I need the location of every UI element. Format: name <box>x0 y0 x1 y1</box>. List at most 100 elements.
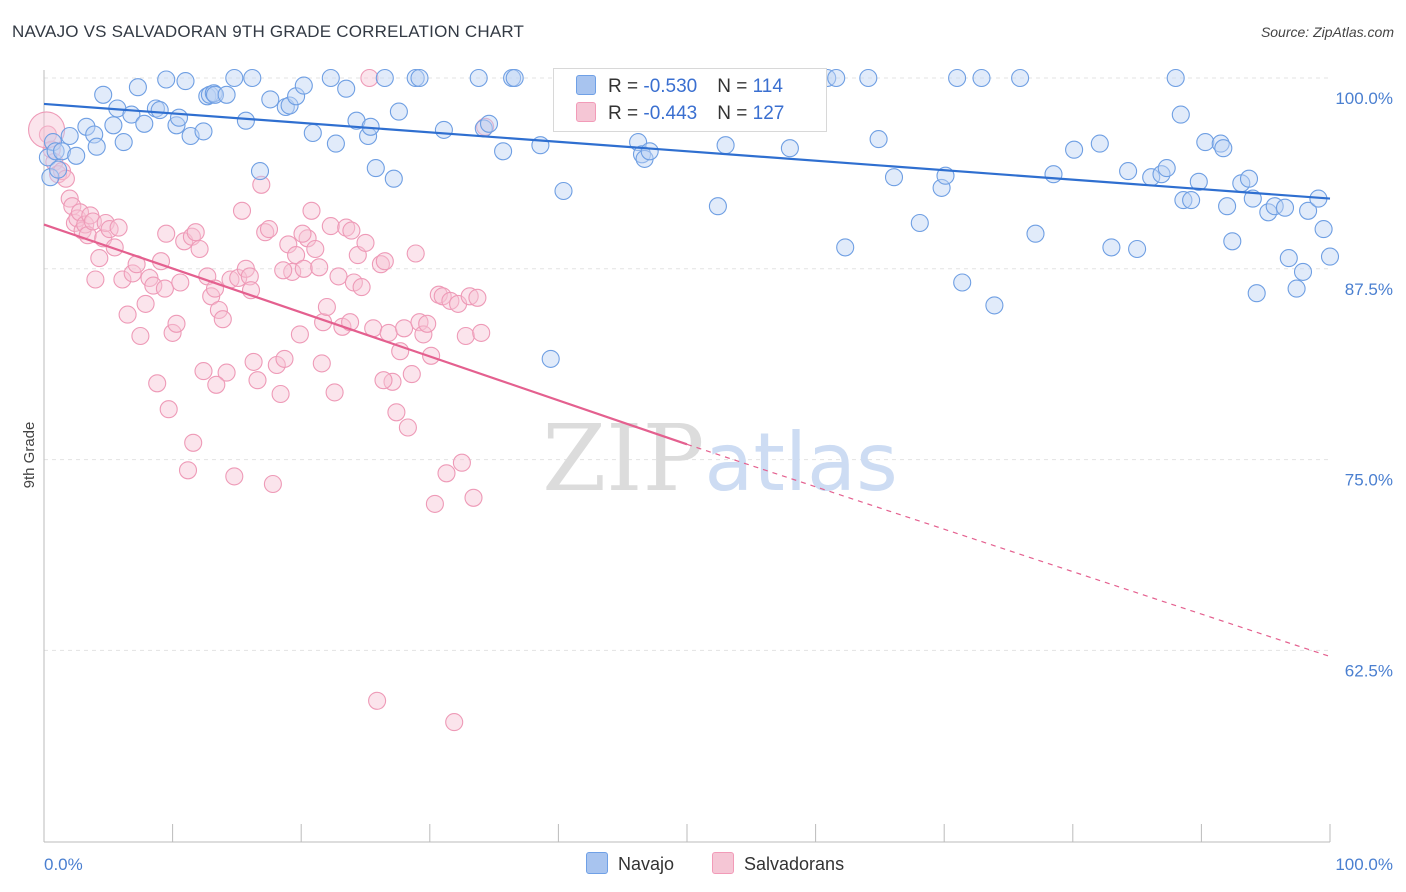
salvadorans-point <box>342 221 361 240</box>
salvadorans-point <box>213 310 232 329</box>
salvadorans-point <box>209 300 228 320</box>
navajo-point <box>67 146 86 165</box>
salvadorans-point <box>360 68 379 88</box>
y-tick-labels: 62.5% 75.0% 87.5% 100.0% <box>1335 89 1393 680</box>
navajo-point <box>640 142 659 161</box>
salvadorans-point <box>464 488 483 507</box>
legend-r-value: -0.530 <box>643 76 698 97</box>
salvadoran-trend-line <box>43 223 688 446</box>
navajo-point <box>49 160 68 179</box>
navajo-point <box>303 123 322 143</box>
navajo-point <box>1214 139 1233 158</box>
navajo-point <box>953 273 972 292</box>
salvadorans-point <box>186 223 205 242</box>
salvadorans-point <box>56 169 75 188</box>
salvadorans-point <box>352 278 371 297</box>
legend-r-label: R = <box>608 103 644 124</box>
navajo-point <box>1174 191 1193 210</box>
salvadorans-point <box>321 217 340 236</box>
navajo-point <box>1218 197 1237 216</box>
navajo-point <box>1065 140 1084 159</box>
navajo-point <box>1182 191 1201 210</box>
navajo-legend-label: Navajo <box>618 854 675 874</box>
salvadorans-point <box>445 713 464 732</box>
navajo-point <box>128 78 147 97</box>
salvadorans-point <box>244 352 263 371</box>
navajo-point <box>1320 247 1340 266</box>
salvadorans-point <box>387 403 406 422</box>
salvadorans-point <box>325 383 344 402</box>
axes <box>43 70 1331 843</box>
legend-r-value: -0.443 <box>643 103 698 124</box>
salvadoran-legend-label: Salvadorans <box>744 854 845 874</box>
salvadorans-point <box>302 201 321 220</box>
salvadorans-point <box>178 461 198 480</box>
navajo-point <box>104 116 123 135</box>
salvadorans-point <box>452 453 471 472</box>
salvadorans-point <box>118 305 137 324</box>
navajo-point <box>41 168 60 187</box>
navajo-point <box>1102 238 1121 257</box>
navajo-point <box>337 79 356 98</box>
salvadorans-point <box>144 276 163 295</box>
navajo-point <box>150 101 169 120</box>
salvadorans-point <box>217 363 236 382</box>
navajo-point <box>1128 239 1147 259</box>
navajo-point <box>225 68 244 88</box>
salvadorans-point <box>78 226 97 245</box>
salvadorans-point <box>374 371 393 390</box>
navajo-point <box>406 68 425 88</box>
legend-row-navajo: R = -0.530 N = 114 <box>576 75 783 99</box>
salvadoran-swatch <box>576 102 596 122</box>
navajo-point <box>280 96 299 115</box>
navajo-point <box>1299 201 1318 220</box>
navajo-point <box>884 168 904 187</box>
salvadorans-point <box>163 323 182 342</box>
salvadorans-point <box>123 264 142 283</box>
salvadorans-point <box>159 400 178 419</box>
bottom-legend-salvadorans: Salvadorans <box>712 852 844 875</box>
navajo-point <box>1026 224 1045 243</box>
salvadorans-point <box>229 268 248 288</box>
gridlines <box>44 77 1330 651</box>
navajo-point <box>469 68 488 88</box>
navajo-point <box>1247 284 1266 303</box>
salvadorans-point <box>414 325 433 344</box>
salvadorans-point <box>456 326 475 346</box>
navajo-point <box>948 68 967 88</box>
salvadorans-point <box>310 258 329 277</box>
salvadorans-point <box>383 372 402 391</box>
salvadorans-point <box>287 246 306 265</box>
salvadorans-point <box>259 220 279 239</box>
salvadorans-point <box>406 244 425 263</box>
navajo-point <box>541 349 560 368</box>
navajo-point <box>1275 198 1295 217</box>
salvadorans-point <box>329 267 348 286</box>
navajo-point <box>410 68 429 88</box>
navajo-point <box>94 85 113 104</box>
salvadorans-point <box>283 262 302 281</box>
salvadorans-point <box>271 384 290 404</box>
chart-title: NAVAJO VS SALVADORAN 9TH GRADE CORRELATI… <box>12 22 525 41</box>
legend-n-label: N = <box>717 76 753 97</box>
legend-n-value: 114 <box>752 76 783 97</box>
salvadorans-point <box>207 375 226 394</box>
salvadorans-point <box>86 270 105 289</box>
bottom-legend-navajo: Navajo <box>586 852 674 875</box>
salvadorans-point <box>190 239 209 259</box>
navajo-point <box>1239 169 1259 188</box>
navajo-point <box>836 238 855 257</box>
navajo-point <box>479 114 499 133</box>
navajo-point <box>60 126 79 146</box>
navajo-point <box>494 142 513 161</box>
navajo-point <box>1196 133 1215 152</box>
salvadorans-point <box>294 259 313 278</box>
navajo-point <box>985 296 1004 315</box>
salvadorans-point <box>100 220 119 239</box>
navajo-point <box>261 90 280 109</box>
navajo-legend-swatch <box>586 852 608 874</box>
navajo-point <box>157 70 176 89</box>
salvadorans-point <box>317 297 336 317</box>
navajo-point <box>243 68 262 88</box>
y-tick-label: 87.5% <box>1345 280 1393 299</box>
